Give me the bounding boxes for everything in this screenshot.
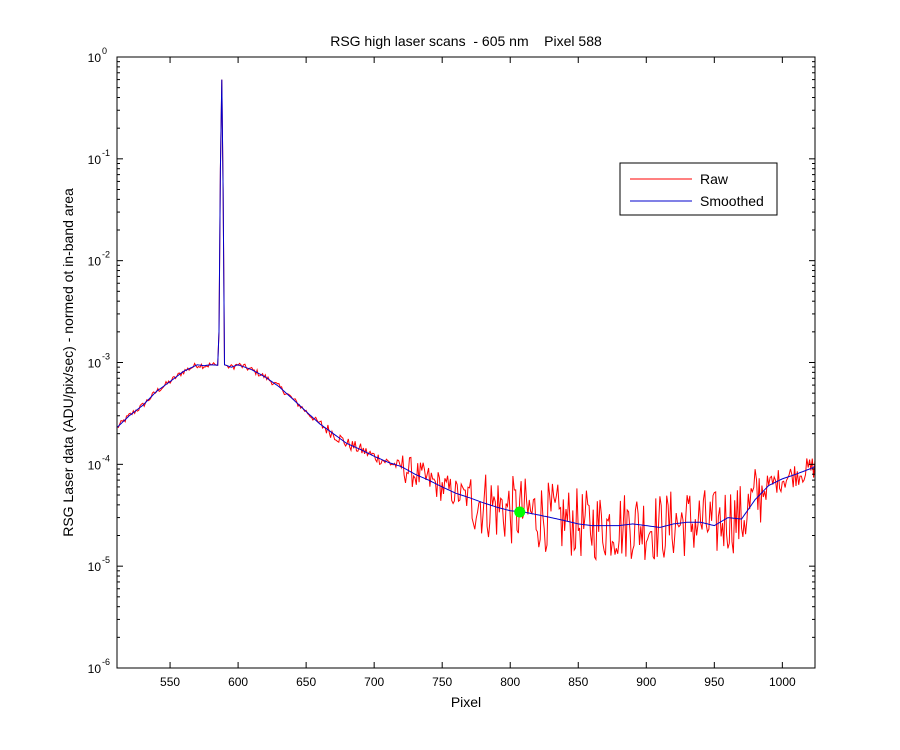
y-axis-label: RSG Laser data (ADU/pix/sec) - normed ot… [60, 188, 76, 537]
x-axis-label: Pixel [451, 694, 481, 710]
legend: Raw Smoothed [619, 162, 778, 216]
y-tick-label-base: 10 [88, 51, 102, 65]
y-tick-label-base: 10 [88, 662, 102, 676]
legend-label-smoothed: Smoothed [700, 193, 764, 209]
x-tick-label: 1000 [769, 675, 796, 689]
x-tick-label: 850 [568, 675, 588, 689]
y-tick-label-base: 10 [88, 357, 102, 371]
green-marker-point [514, 506, 526, 518]
y-tick-label-exponent: -5 [102, 555, 110, 565]
y-tick-label-exponent: -6 [102, 657, 110, 667]
y-tick-label-base: 10 [88, 153, 102, 167]
series-line-smoothed [117, 79, 815, 528]
y-tick-label-exponent: -1 [102, 148, 110, 158]
y-tick-label-exponent: -3 [102, 352, 110, 362]
y-tick-label-exponent: -4 [102, 453, 110, 463]
x-tick-label: 550 [160, 675, 180, 689]
series-line-raw [117, 79, 815, 562]
x-tick-label: 800 [500, 675, 520, 689]
x-tick-label: 700 [364, 675, 384, 689]
x-tick-label: 950 [704, 675, 724, 689]
y-tick-label-base: 10 [88, 560, 102, 574]
y-tick-label-exponent: 0 [102, 46, 107, 56]
y-tick-label-base: 10 [88, 255, 102, 269]
y-tick-label-base: 10 [88, 458, 102, 472]
legend-label-raw: Raw [700, 171, 729, 187]
x-tick-label: 650 [296, 675, 316, 689]
y-tick-label-exponent: -2 [102, 250, 110, 260]
legend-box [619, 162, 778, 216]
x-tick-label: 900 [636, 675, 656, 689]
x-tick-label: 600 [228, 675, 248, 689]
series-group [117, 79, 815, 562]
chart-title: RSG high laser scans - 605 nm Pixel 588 [330, 33, 602, 49]
x-tick-label: 750 [432, 675, 452, 689]
